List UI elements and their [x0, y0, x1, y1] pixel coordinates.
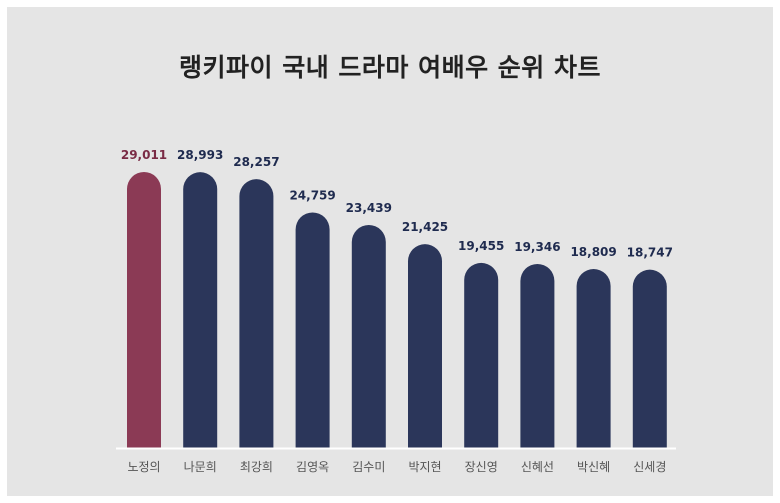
- category-label: 최강희: [240, 460, 273, 474]
- category-label: 나문희: [184, 460, 217, 474]
- value-label: 29,011: [121, 148, 167, 162]
- bar-신혜선: [520, 263, 555, 448]
- bar-나문희: [183, 172, 218, 448]
- bar-박신혜: [576, 269, 611, 448]
- category-label: 박신혜: [577, 460, 610, 474]
- value-label: 23,439: [346, 201, 392, 215]
- chart-title: 랭키파이 국내 드라마 여배우 순위 차트: [178, 53, 602, 82]
- bar-김영옥: [295, 212, 330, 448]
- bar-김수미: [351, 225, 386, 448]
- bar-장신영: [464, 262, 499, 448]
- value-label: 24,759: [289, 188, 335, 202]
- category-label: 박지현: [408, 460, 441, 474]
- value-label: 19,455: [458, 239, 504, 253]
- value-label: 21,425: [402, 220, 448, 234]
- category-label: 김영옥: [296, 460, 329, 474]
- bar-신세경: [632, 269, 667, 448]
- value-label: 18,809: [570, 245, 616, 259]
- bar-박지현: [408, 244, 442, 448]
- category-label: 장신영: [465, 460, 498, 474]
- value-label: 19,346: [514, 240, 560, 254]
- category-label: 김수미: [352, 460, 385, 474]
- category-label: 노정의: [127, 460, 160, 474]
- value-label: 28,993: [177, 148, 223, 162]
- category-label: 신세경: [633, 460, 666, 474]
- value-label: 18,747: [627, 246, 673, 260]
- value-label: 28,257: [233, 155, 279, 169]
- bar-최강희: [239, 179, 274, 449]
- bar-노정의: [127, 172, 161, 448]
- category-label: 신혜선: [521, 460, 554, 474]
